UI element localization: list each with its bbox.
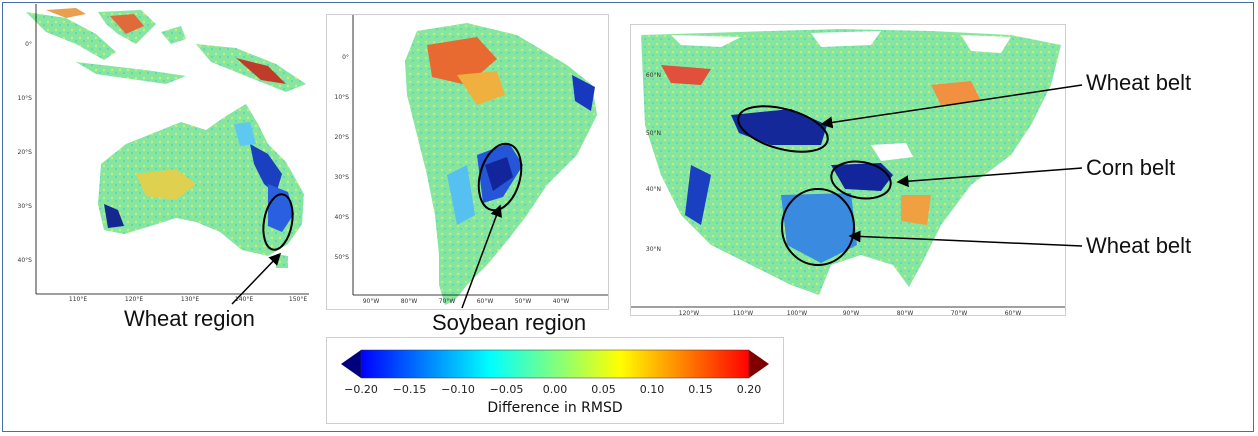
map-tick-label: 60°W <box>477 298 494 305</box>
map-tick-label: 130°E <box>181 296 199 302</box>
wheat-belt-north-outline <box>737 105 829 153</box>
colorbar-gradient <box>360 349 750 379</box>
map-tick-label: 140°E <box>235 296 253 302</box>
map-tick-label: 40°S <box>335 214 350 221</box>
map-tick-label: 100°W <box>787 310 807 316</box>
map-tick-label: 10°S <box>18 95 33 102</box>
wheat-region-label: Wheat region <box>124 306 255 331</box>
map-tick-label: 50°W <box>515 298 532 305</box>
map-tick-label: 80°W <box>401 298 418 305</box>
map-tick-label: 90°W <box>363 298 380 305</box>
wheat-belt-south-label: Wheat belt <box>1086 233 1192 258</box>
australia-map: 0° 10°S 20°S 30°S 40°S 110°E 120°E 130°E 140°E 1… <box>18 4 309 302</box>
wheat-belt-south-outline <box>781 188 855 266</box>
colorbar-tick-label: 0.10 <box>639 383 665 396</box>
map-tick-label: 40°S <box>18 257 33 264</box>
map-tick-label: 120°W <box>679 310 699 316</box>
colorbar: −0.20 −0.15 −0.10 −0.05 0.00 0.05 0.10 0.15 0.20… <box>326 337 784 424</box>
south-america-map-panel: 0° 10°S 20°S 30°S 40°S 50°S 90°W 80°W 70°W 60°W 5… <box>326 14 609 310</box>
map-tick-label: 120°E <box>125 296 143 302</box>
map-tick-label: 150°E <box>289 296 307 302</box>
colorbar-extend-max <box>749 350 769 378</box>
map-tick-label: 50°S <box>335 254 350 261</box>
map-tick-label: 20°S <box>335 134 350 141</box>
corn-belt-outline <box>830 160 892 200</box>
colorbar-tick-label: −0.15 <box>392 383 427 396</box>
map-tick-label: 70°W <box>951 310 968 316</box>
south-america-map: 0° 10°S 20°S 30°S 40°S 50°S 90°W 80°W 70°W 60°W 5… <box>335 15 608 305</box>
australia-map-panel: 0° 10°S 20°S 30°S 40°S 110°E 120°E 130°E 140°E 1… <box>6 4 309 302</box>
map-tick-label: 0° <box>342 54 349 61</box>
map-tick-label: 80°W <box>897 310 914 316</box>
map-tick-label: 110°E <box>69 296 87 302</box>
map-tick-label: 50°N <box>646 130 661 137</box>
colorbar-tick-label: 0.15 <box>688 383 713 396</box>
north-america-map-panel: 60°N 50°N 40°N 30°N 120°W 110°W 100°W 90°W 80°W… <box>630 24 1066 316</box>
map-tick-label: 30°S <box>335 174 350 181</box>
colorbar-extend-min <box>341 350 361 378</box>
north-america-map: 60°N 50°N 40°N 30°N 120°W 110°W 100°W 90°W 80°W… <box>631 29 1065 316</box>
map-tick-label: 0° <box>25 41 32 48</box>
colorbar-tick-label: 0.20 <box>736 383 762 396</box>
map-tick-label: 60°W <box>1005 310 1022 316</box>
soybean-region-label: Soybean region <box>432 310 587 335</box>
map-tick-label: 70°W <box>439 298 456 305</box>
colorbar-tick-label: 0.00 <box>542 383 568 396</box>
map-tick-label: 30°N <box>646 246 661 253</box>
wheat-belt-north-label: Wheat belt <box>1086 70 1192 95</box>
colorbar-tick-label: −0.05 <box>489 383 524 396</box>
map-tick-label: 10°S <box>335 94 350 101</box>
colorbar-scale <box>341 349 769 379</box>
corn-belt-label: Corn belt <box>1086 155 1176 180</box>
map-tick-label: 40°W <box>553 298 570 305</box>
colorbar-tick-label: 0.05 <box>591 383 616 396</box>
colorbar-tick-label: −0.10 <box>441 383 475 396</box>
map-tick-label: 90°W <box>843 310 860 316</box>
map-tick-label: 30°S <box>18 203 33 210</box>
wheat-region-outline <box>262 193 294 251</box>
map-tick-label: 110°W <box>733 310 753 316</box>
map-tick-label: 40°N <box>646 186 661 193</box>
colorbar-tick-label: −0.20 <box>344 383 378 396</box>
map-tick-label: 60°N <box>646 72 661 79</box>
map-tick-label: 20°S <box>18 149 33 156</box>
colorbar-title: Difference in RMSD <box>487 400 623 416</box>
